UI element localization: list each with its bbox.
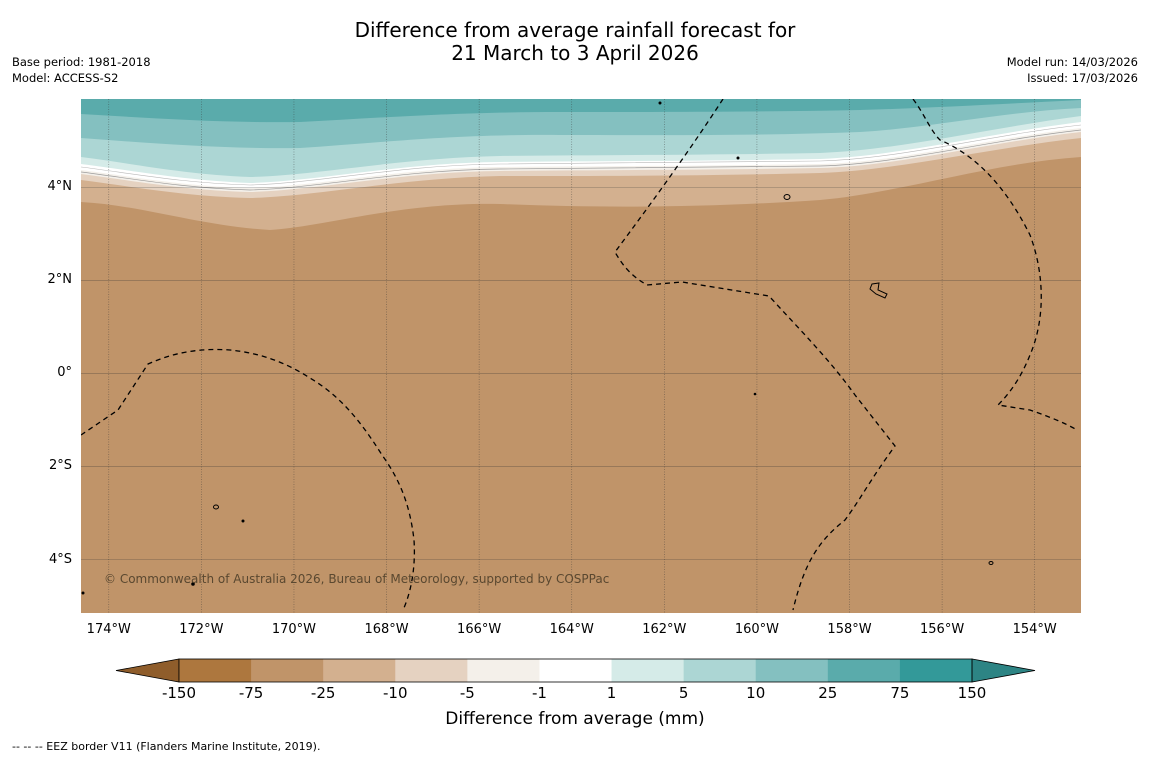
latitude-label: 2°S [48, 458, 72, 474]
colorbar-segment [899, 659, 973, 682]
band-plus-25 [81, 99, 1081, 123]
base-period-text: Base period: 1981-2018 [12, 55, 151, 69]
eez-border-east [912, 99, 1078, 431]
contour-line [81, 124, 1081, 186]
colorbar-tick: 10 [746, 684, 766, 702]
longitude-label: 164°W [549, 622, 594, 637]
longitude-label: 172°W [179, 622, 224, 637]
longitude-label: 160°W [734, 622, 779, 637]
colorbar-tick: -10 [383, 684, 408, 702]
colorbar-tick: -25 [310, 684, 336, 702]
island [753, 392, 757, 396]
colorbar-tick: 75 [890, 684, 910, 702]
colorbar-tick: 1 [606, 684, 617, 702]
colorbar-segment [251, 659, 324, 682]
latitude-label: 0° [57, 365, 72, 381]
colorbar-extend-low [115, 658, 180, 683]
colorbar-title: Difference from average (mm) [445, 709, 705, 729]
colorbar-segment [539, 659, 613, 682]
copyright-text: © Commonwealth of Australia 2026, Bureau… [104, 572, 610, 586]
eez-border-west [81, 348, 416, 611]
colorbar-tick: -1 [531, 684, 547, 702]
colorbar-segment [467, 659, 540, 682]
title-line-2: 21 March to 3 April 2026 [451, 41, 699, 65]
colorbar-segment [323, 659, 396, 682]
island [241, 519, 245, 523]
colorbar-tick: -150 [161, 684, 197, 702]
eez-border-central [614, 99, 896, 611]
model-run-text: Model run: 14/03/2026 [1006, 55, 1138, 69]
colorbar-segment [755, 659, 829, 682]
issued-text: Issued: 17/03/2026 [1027, 71, 1138, 85]
longitude-label: 158°W [827, 622, 872, 637]
island [213, 504, 219, 510]
chart-title: Difference from average rainfall forecas… [0, 19, 1150, 65]
colorbar-frame [178, 658, 973, 683]
island [191, 582, 195, 586]
longitude-label: 156°W [920, 622, 965, 637]
colorbar-segment [683, 659, 757, 682]
meta-left: Base period: 1981-2018 Model: ACCESS-S2 [12, 54, 151, 86]
map-layers [81, 99, 1081, 613]
longitude-label: 154°W [1012, 622, 1057, 637]
colorbar-segment [827, 659, 901, 682]
latitude-label: 4°S [48, 551, 72, 567]
meta-right: Model run: 14/03/2026 Issued: 17/03/2026 [1007, 54, 1138, 86]
title-line-1: Difference from average rainfall forecas… [354, 18, 796, 42]
colorbar-tick: -5 [459, 684, 475, 702]
colorbar-segment [179, 659, 252, 682]
colorbar-segment [611, 659, 685, 682]
colorbar [115, 658, 1036, 683]
contour-line [81, 129, 1081, 191]
longitude-label: 174°W [86, 622, 131, 637]
eez-borders [81, 99, 1078, 611]
island [783, 194, 791, 200]
island [658, 101, 662, 105]
longitude-label: 166°W [457, 622, 502, 637]
colorbar-tick: 5 [678, 684, 689, 702]
colorbar-tick: 25 [818, 684, 838, 702]
longitude-label: 162°W [642, 622, 687, 637]
eez-footnote: -- -- -- EEZ border V11 (Flanders Marine… [12, 740, 321, 753]
colorbar-extend-high [971, 658, 1036, 683]
colorbar-tick: 150 [957, 684, 987, 702]
colorbar-tick: -75 [238, 684, 264, 702]
longitude-label: 170°W [271, 622, 317, 637]
latitude-label: 2°N [47, 272, 73, 288]
islands [81, 101, 994, 595]
island [988, 561, 994, 565]
latitude-label: 4°N [47, 179, 73, 195]
island [869, 282, 888, 299]
model-text: Model: ACCESS-S2 [12, 71, 119, 85]
longitude-label: 168°W [364, 622, 409, 637]
island [81, 591, 85, 595]
island [736, 156, 740, 160]
colorbar-segment [395, 659, 468, 682]
